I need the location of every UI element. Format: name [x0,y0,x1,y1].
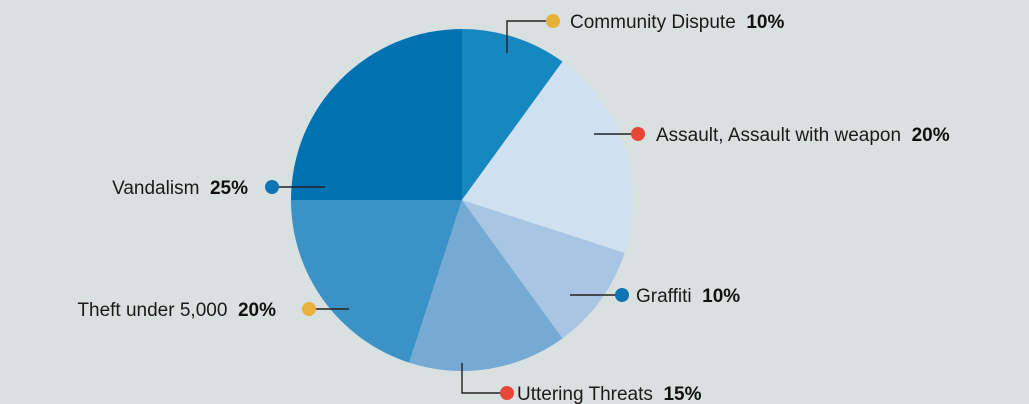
slice-label-name: Community Dispute [570,12,736,33]
pie-slice-uttering-threats [409,200,563,371]
slice-label: Graffiti 10% [636,286,740,307]
callout-marker-dot [500,386,514,400]
callout-marker-dot [615,288,629,302]
slice-label-name: Graffiti [636,286,692,307]
leader-line [461,363,507,394]
slice-label: Uttering Threats 15% [517,384,702,404]
slice-label-percent: 10% [746,12,784,33]
slice-label: Assault, Assault with weapon 20% [656,125,950,146]
leaders-layer [272,20,638,394]
pie-slice-community-dispute [462,29,563,200]
callout-marker-dot [546,14,560,28]
slice-label-percent: 25% [210,178,248,199]
slice-label: Theft under 5,000 20% [77,300,276,321]
pie-slice-assault-assault-with-weapon [462,61,633,253]
slice-label-name: Assault, Assault with weapon [656,125,901,146]
callout-marker-dot [302,302,316,316]
callout-marker-dot [631,127,645,141]
slice-label-percent: 20% [912,125,950,146]
markers-layer [265,14,645,400]
slice-label-percent: 10% [702,286,740,307]
slice-label-name: Theft under 5,000 [77,300,227,321]
slices-layer [291,29,633,371]
pie-slice-graffiti [462,200,625,339]
callout-marker-dot [265,180,279,194]
slice-label-name: Vandalism [112,178,199,199]
slice-label-name: Uttering Threats [517,384,653,404]
pie-slice-theft-under-5-000 [291,200,462,363]
slice-label-percent: 20% [238,300,276,321]
pie-slice-vandalism [291,29,462,200]
slice-label: Vandalism 25% [112,178,248,199]
labels-layer: Community Dispute 10% Assault, Assault wi… [77,12,949,404]
slice-label-percent: 15% [663,384,701,404]
leader-line [506,20,553,53]
slice-label: Community Dispute 10% [570,12,784,33]
